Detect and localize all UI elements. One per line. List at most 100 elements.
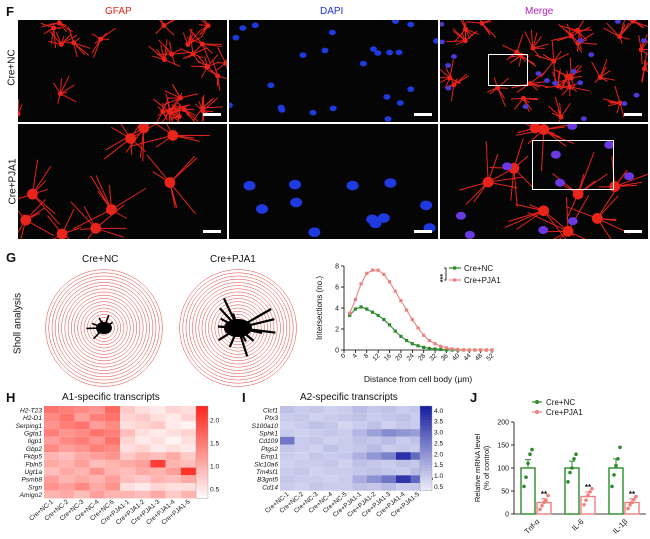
data-point <box>546 493 550 498</box>
heatmap-cell <box>44 452 60 460</box>
heatmap-cell <box>150 459 166 468</box>
heatmap-cell <box>323 421 338 430</box>
panel-j-letter: J <box>470 390 478 405</box>
heatmap-cell <box>135 467 151 476</box>
heatmap-cell <box>396 475 411 483</box>
astrocyte <box>591 59 616 83</box>
data-point <box>348 313 352 317</box>
row-label: Gbp2 <box>26 446 42 453</box>
heatmap-cell <box>165 421 181 430</box>
colorbar-step <box>420 420 432 424</box>
nucleus <box>543 78 550 83</box>
astrocyte <box>548 96 571 122</box>
data-point <box>630 500 634 505</box>
heatmap-cell <box>338 421 353 430</box>
nucleus <box>290 197 303 208</box>
astrocyte <box>198 20 211 39</box>
heatmap-cell <box>135 429 151 437</box>
heatmap-cell <box>323 459 338 468</box>
heatmap-cell <box>104 406 120 414</box>
heatmap-cell <box>338 406 353 414</box>
colorbar-step <box>420 428 432 432</box>
heatmap-cell <box>323 444 338 453</box>
legend-marker <box>453 278 457 282</box>
nucleus <box>309 109 317 116</box>
sholl-ring <box>182 272 294 384</box>
astrocyte <box>202 59 227 91</box>
y-tick-label: 150 <box>497 443 509 450</box>
data-point <box>461 348 466 352</box>
heatmap-cell <box>150 475 166 483</box>
colorbar-tick: 3.5 <box>434 419 443 426</box>
heatmap-cell <box>165 406 181 414</box>
nucleus <box>535 71 542 76</box>
sholl-ring <box>220 310 256 346</box>
y-tick-label: 8 <box>335 264 339 271</box>
astrocyte <box>146 154 198 215</box>
sholl-ring <box>67 291 141 365</box>
colorbar-step <box>196 433 208 438</box>
column-header-dapi: DAPI <box>320 6 344 17</box>
data-point <box>405 338 409 343</box>
x-axis-title: Distance from cell body (μm) <box>364 374 473 384</box>
data-point <box>479 348 483 352</box>
heatmap-cell <box>120 467 136 476</box>
y-axis-title: Intersections (no.) <box>315 276 324 340</box>
heatmap-cell <box>89 421 105 430</box>
data-point <box>568 470 572 475</box>
heatmap-cell <box>135 406 151 414</box>
heatmap-cell <box>180 436 196 445</box>
astrocyte <box>621 20 648 35</box>
data-point <box>387 323 392 327</box>
nucleus <box>369 46 377 52</box>
heatmap-cell <box>165 436 181 445</box>
colorbar-step <box>196 430 208 435</box>
astrocyte <box>454 20 479 42</box>
heatmap-cell <box>44 444 60 453</box>
heatmap-cell <box>74 436 90 445</box>
nucleus <box>289 179 302 190</box>
heatmap-cell <box>120 421 136 430</box>
heatmap-cell <box>74 483 90 491</box>
row-label: Fkbp5 <box>24 454 43 461</box>
x-tick-label: 24 <box>406 352 416 362</box>
heatmap-cell <box>104 421 120 430</box>
astrocyte <box>561 70 590 97</box>
sholl-title-cre-nc: Cre+NC <box>82 254 119 265</box>
heatmap-cell <box>135 444 151 453</box>
heatmap-cell <box>165 459 181 468</box>
colorbar-step <box>196 452 208 456</box>
nucleus <box>433 38 438 44</box>
heatmap-cell <box>323 429 338 437</box>
heatmap-cell <box>367 467 382 476</box>
nucleus <box>555 178 566 187</box>
sholl-ring <box>45 269 163 387</box>
nucleus <box>321 47 329 54</box>
heatmap-cell <box>352 429 367 437</box>
colorbar-tick: 1.5 <box>210 440 219 447</box>
nucleus <box>346 180 359 191</box>
data-point <box>450 347 454 351</box>
data-point <box>439 344 443 348</box>
heatmap-cell <box>44 490 60 499</box>
colorbar-step <box>420 459 432 463</box>
y-axis-title: Relative mRNA level <box>473 433 482 502</box>
colorbar-step <box>420 448 432 452</box>
heatmap-cell <box>104 483 120 491</box>
heatmap-cell <box>104 436 120 445</box>
sholl-ring <box>208 298 268 358</box>
colorbar-tick: 2.0 <box>210 417 219 424</box>
colorbar-step <box>196 439 208 444</box>
row-label: H2-D1 <box>23 415 42 422</box>
nucleus <box>604 140 615 149</box>
heatmap-cell <box>44 436 60 445</box>
heatmap-cell <box>74 467 90 476</box>
y-tick-label: 50 <box>501 489 509 496</box>
heatmap-cell <box>323 467 338 476</box>
heatmap-cell <box>150 421 166 430</box>
heatmap-cell <box>89 452 105 460</box>
data-point <box>632 497 636 502</box>
x-tick-label: 52 <box>485 352 495 362</box>
heatmap-cell <box>338 413 353 422</box>
colorbar-tick: 1.0 <box>434 473 443 480</box>
